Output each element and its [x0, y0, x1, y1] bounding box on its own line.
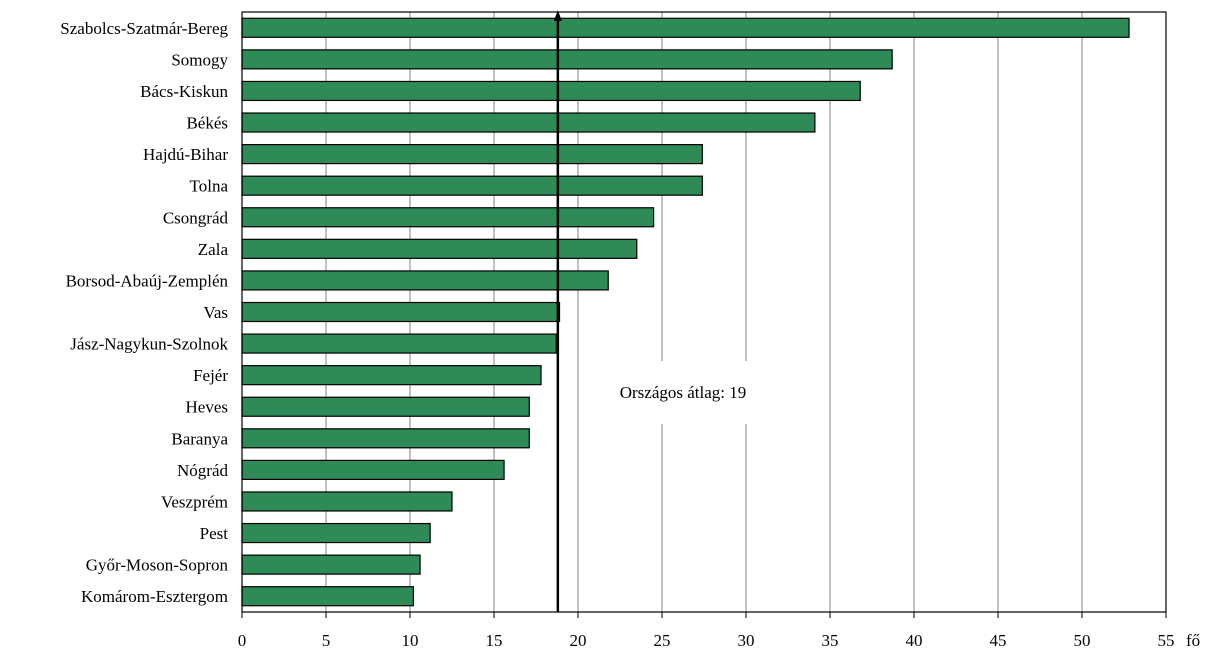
average-annotation: Országos átlag: 19 — [620, 383, 747, 402]
bar — [241, 586, 414, 607]
bar — [241, 554, 421, 575]
x-tick-label: 50 — [1074, 631, 1091, 650]
category-label: Békés — [186, 114, 228, 133]
category-label: Komárom-Esztergom — [81, 587, 228, 606]
bar — [241, 175, 703, 196]
bar — [241, 301, 561, 323]
bar — [241, 428, 530, 449]
category-label: Somogy — [171, 50, 228, 69]
bar — [241, 365, 542, 386]
x-tick-label: 30 — [738, 631, 755, 650]
category-label: Nógrád — [177, 461, 228, 480]
category-label: Győr-Moson-Sopron — [86, 556, 229, 575]
plot-area-frame — [241, 11, 1167, 613]
x-tick-label: 55 — [1158, 631, 1175, 650]
bar — [241, 333, 557, 354]
category-label: Veszprém — [161, 492, 228, 511]
bar — [241, 17, 1130, 38]
x-tick-label: 25 — [654, 631, 671, 650]
bar — [241, 459, 505, 480]
x-axis-unit-label: fő — [1186, 631, 1200, 650]
category-label: Heves — [186, 398, 228, 417]
category-label: Borsod-Abaúj-Zemplén — [66, 271, 229, 290]
bar — [241, 207, 655, 228]
x-tick-label: 0 — [238, 631, 247, 650]
category-label: Bács-Kiskun — [140, 82, 228, 101]
bar — [241, 270, 609, 291]
x-tick-label: 5 — [322, 631, 331, 650]
category-label: Baranya — [171, 429, 228, 448]
category-label: Hajdú-Bihar — [143, 145, 228, 164]
bar — [241, 49, 893, 70]
category-label: Tolna — [190, 177, 229, 196]
bar — [241, 80, 861, 102]
category-label: Csongrád — [163, 208, 229, 227]
average-reference-line: Országos átlag: 19 — [553, 10, 753, 612]
x-tick-label: 45 — [990, 631, 1007, 650]
bar — [241, 238, 638, 259]
category-labels: Szabolcs-Szatmár-Bereg Somogy Bács-Kiskun B… — [60, 19, 228, 606]
category-label: Zala — [198, 240, 229, 259]
x-tick-label: 35 — [822, 631, 839, 650]
annotation-background — [613, 361, 753, 424]
bars — [241, 17, 1130, 607]
bar — [241, 112, 816, 133]
x-tick-label: 40 — [906, 631, 923, 650]
x-tick-label: 10 — [402, 631, 419, 650]
bar — [241, 522, 431, 544]
x-tick-label: 20 — [570, 631, 587, 650]
x-tick-label: 15 — [486, 631, 503, 650]
gridlines — [325, 12, 1083, 612]
bar — [241, 491, 453, 512]
category-label: Vas — [203, 303, 228, 322]
category-label: Pest — [200, 524, 229, 543]
category-label: Fejér — [193, 366, 228, 385]
bar — [241, 396, 530, 417]
category-label: Jász-Nagykun-Szolnok — [70, 335, 228, 354]
average-line-arrowhead — [553, 10, 562, 21]
category-label: Szabolcs-Szatmár-Bereg — [60, 19, 228, 38]
bar — [241, 144, 703, 165]
x-axis-ticks: 0 5 10 15 20 25 30 35 40 45 50 55 — [238, 612, 1175, 650]
